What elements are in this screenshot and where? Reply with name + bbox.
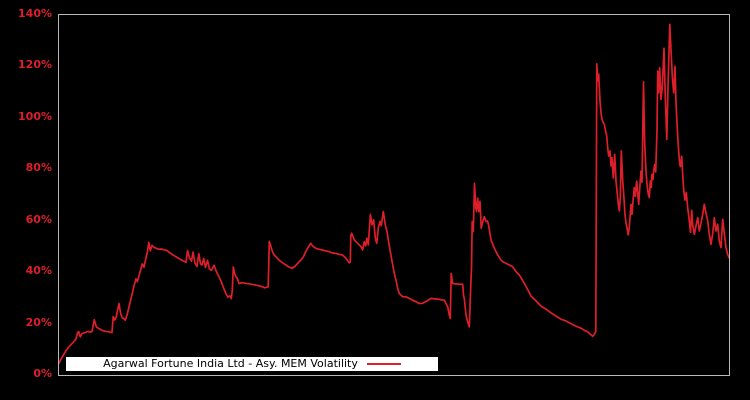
legend: Agarwal Fortune India Ltd - Asy. MEM Vol…	[66, 357, 438, 371]
volatility-line	[59, 23, 729, 365]
plot-area	[58, 14, 730, 376]
legend-line-sample	[366, 363, 401, 365]
y-tick-label: 40%	[25, 264, 52, 278]
y-tick-label: 100%	[18, 109, 52, 123]
legend-label: Agarwal Fortune India Ltd - Asy. MEM Vol…	[103, 357, 358, 370]
plot-canvas	[59, 23, 729, 365]
y-tick-label: 80%	[25, 161, 52, 175]
y-tick-label: 60%	[25, 212, 52, 226]
y-tick-label: 20%	[25, 315, 52, 329]
y-tick-label: 120%	[18, 58, 52, 72]
y-tick-label: 0%	[33, 367, 52, 380]
y-tick-label: 140%	[18, 7, 52, 20]
